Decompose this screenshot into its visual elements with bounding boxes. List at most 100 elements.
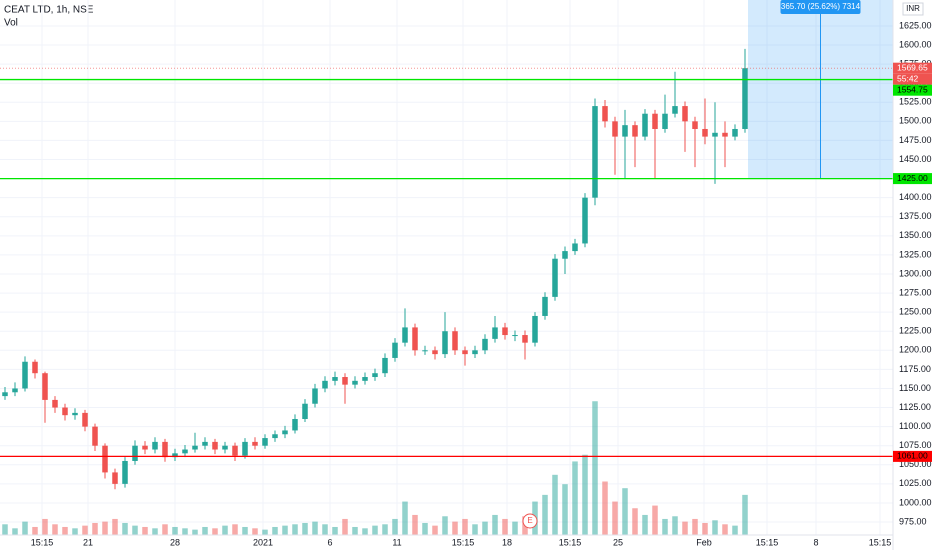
candle-body [462,350,468,355]
candle-body [32,361,38,374]
volume-bar [712,520,718,535]
candle-body [72,412,78,416]
candle-body [42,373,48,400]
candle-body [222,445,228,450]
volume-bar [352,526,358,535]
candle-body [412,327,418,351]
volume-bar [192,529,198,535]
y-tick-label: 1025.00 [899,478,932,488]
y-tick-label: 1500.00 [899,116,932,126]
x-tick-label: 15:15 [31,537,54,547]
volume-bar [512,521,518,535]
volume-bar [32,526,38,535]
volume-bar [482,521,488,535]
volume-bar [72,528,78,535]
candle-body [572,243,578,252]
x-tick-label: 15:15 [756,537,779,547]
earnings-label: E [527,516,532,525]
candle-body [292,418,298,431]
plot: 365.70 (25.62%) 7314 E [0,0,893,535]
price-label-bg [893,73,932,85]
volume-bar [372,525,378,535]
candle-body [672,106,678,114]
candle-body [242,441,248,456]
volume-bar [612,501,618,535]
x-tick-label: 25 [613,537,623,547]
volume-bar [692,518,698,535]
volume-bar [412,514,418,535]
volume-bar [632,508,638,535]
volume-bar [432,525,438,535]
candle-body [82,412,88,427]
candle-body [22,361,28,389]
candle-body [512,335,518,337]
candle-body [642,113,648,137]
volume-bar [652,505,658,535]
volume-bar [62,526,68,535]
x-tick-label: 15:15 [869,537,892,547]
volume-bar [172,526,178,535]
candle-body [652,113,658,129]
candle-body [482,338,488,351]
candle-body [132,445,138,461]
volume-bar [12,528,18,535]
candle-body [352,380,358,385]
volume-bar [332,526,338,535]
candle-body [382,357,388,374]
x-tick-label: 6 [327,537,332,547]
candle-body [402,327,408,343]
x-tick-label: 28 [170,537,180,547]
volume-bar [252,528,258,535]
candle-body [92,426,98,446]
volume-bar [622,488,628,535]
candle-body [702,128,708,137]
price-label: 1425.00 [897,173,928,183]
candle-body [52,399,58,408]
y-tick-label: 1000.00 [899,497,932,507]
volume-bar [722,524,728,535]
volume-bar [182,528,188,535]
y-tick-label: 1225.00 [899,326,932,336]
volume-bar [92,522,98,535]
volume-bar [672,516,678,535]
candle-body [162,441,168,458]
candle-body [362,377,368,381]
candle-body [302,403,308,419]
y-tick-label: 975.00 [899,516,927,526]
volume-bar [742,494,748,535]
candle-body [312,388,318,404]
volume-bar [262,529,268,535]
volume-bar [132,525,138,535]
y-tick-label: 1200.00 [899,345,932,355]
candle-body [142,445,148,450]
x-tick-label: 2021 [253,537,273,547]
candle-body [262,438,268,446]
price-label-bg [893,62,932,74]
volume-bar [442,516,448,535]
candle-body [322,380,328,389]
candle-body [432,350,438,355]
volume-bar [502,518,508,535]
price-label: 55:42 [897,73,919,83]
volume-bar [272,526,278,535]
volume-bar [152,528,158,535]
volume-bar [342,518,348,535]
candle-body [682,106,688,122]
y-tick-label: 1525.00 [899,97,932,107]
price-label: 1061.00 [897,451,928,461]
volume-bar [232,524,238,535]
x-tick-label: 11 [392,537,401,547]
x-tick-label: Feb [696,537,712,547]
price-label: 1569.65 [897,62,928,72]
volume-bar [602,481,608,535]
candle-body [522,335,528,343]
y-tick-label: 1475.00 [899,135,932,145]
volume-bar [462,518,468,535]
volume-bar [242,526,248,535]
candle-body [442,331,448,355]
candle-body [392,342,398,358]
candle-body [732,128,738,137]
volume-bar [292,524,298,535]
volume-bar [542,494,548,535]
